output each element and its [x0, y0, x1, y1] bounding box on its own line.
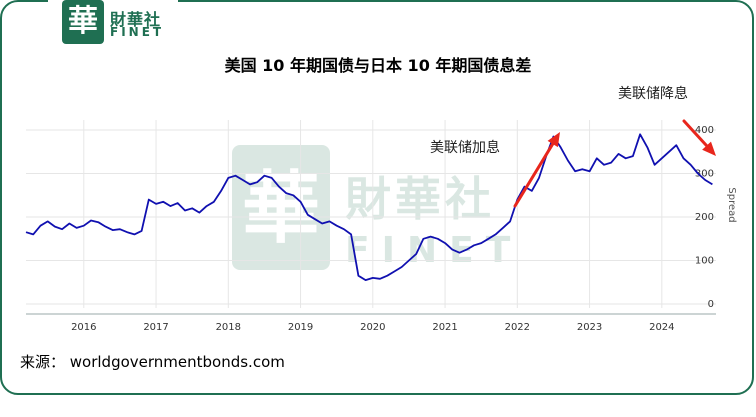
watermark-badge: [232, 145, 330, 270]
x-tick-label: 2016: [71, 322, 96, 333]
watermark: 華 財華社 FINET: [232, 145, 522, 271]
watermark-english-name: FINET: [345, 230, 522, 271]
x-tick-label: 2018: [216, 322, 241, 333]
source-text: 来源： worldgovernmentbonds.com: [20, 353, 285, 371]
x-tick-label: 2022: [505, 322, 530, 333]
x-tick-label: 2021: [432, 322, 457, 333]
x-tick-label: 2017: [143, 322, 168, 333]
y-tick-label: 100: [695, 256, 714, 267]
y-tick-label: 200: [695, 212, 714, 223]
series-line: [25, 133, 713, 281]
y-axis: 0 100 200 300 400: [695, 125, 714, 310]
watermark-mark: 華: [242, 163, 320, 254]
rate-hike-arrow: [513, 132, 560, 208]
rate-hike-annotation: 美联储加息: [430, 139, 500, 156]
watermark-chinese-name: 財華社: [345, 172, 495, 226]
chart-title: 美国 10 年期国债与日本 10 年期国债息差: [224, 56, 532, 75]
finet-logo: 華 財華社 FINET: [48, 0, 178, 48]
logo-english-name: FINET: [110, 25, 165, 39]
y-tick-label: 400: [695, 125, 714, 136]
x-axis: 2016 2017 2018 2019 2020 2021 2022 2023 2024: [26, 313, 716, 333]
rate-cut-arrow: [682, 119, 716, 156]
chart-card: [0, 0, 754, 395]
x-tick-label: 2019: [288, 322, 313, 333]
x-tick-label: 2024: [649, 322, 674, 333]
x-tick-label: 2020: [360, 322, 385, 333]
y-tick-label: 300: [695, 169, 714, 180]
grid: [26, 120, 716, 308]
y-tick-label: 0: [708, 299, 714, 310]
annotation-arrows: [513, 119, 716, 208]
x-tick-label: 2023: [577, 322, 602, 333]
y-axis-label: Spread: [726, 187, 737, 222]
rate-cut-annotation: 美联储降息: [618, 85, 688, 102]
logo-chinese-name: 財華社: [110, 10, 162, 29]
logo-mark: 華: [62, 0, 104, 44]
